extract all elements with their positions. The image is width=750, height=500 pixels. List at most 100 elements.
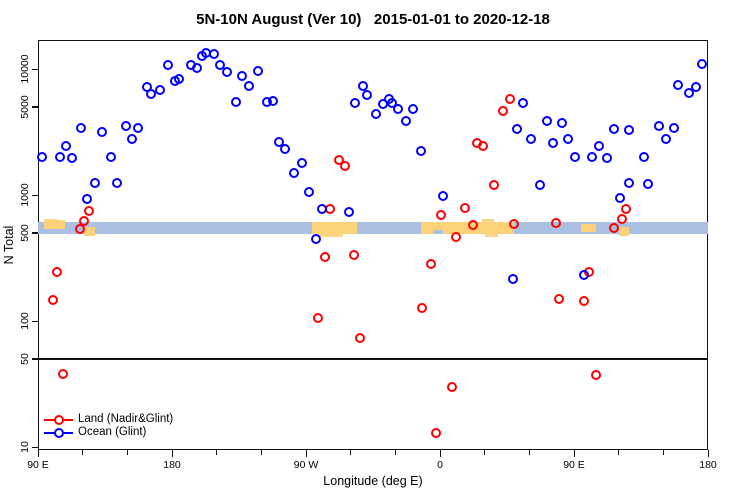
data-point-ocean bbox=[624, 177, 635, 188]
plot-area bbox=[38, 40, 708, 450]
data-point-ocean bbox=[192, 62, 203, 73]
data-point-ocean bbox=[236, 70, 247, 81]
data-point-land bbox=[354, 333, 365, 344]
data-point-land bbox=[47, 294, 58, 305]
data-point-land bbox=[616, 213, 627, 224]
ocean-reference-band bbox=[38, 222, 708, 235]
data-point-ocean bbox=[362, 89, 373, 100]
data-point-land bbox=[333, 154, 344, 165]
data-point-land bbox=[348, 250, 359, 260]
x-major-tick bbox=[37, 450, 39, 457]
data-point-ocean bbox=[268, 96, 279, 107]
x-tick-label: 180 bbox=[699, 459, 717, 471]
legend-label: Ocean (Glint) bbox=[78, 426, 147, 438]
y-tick-label: 10 bbox=[19, 441, 31, 453]
data-point-land bbox=[74, 224, 85, 235]
x-minor-tick bbox=[216, 450, 218, 455]
land-band-fringe bbox=[481, 219, 494, 223]
data-point-ocean bbox=[155, 85, 166, 96]
data-point-land bbox=[417, 302, 428, 313]
data-point-ocean bbox=[507, 273, 518, 284]
data-point-ocean bbox=[415, 146, 426, 157]
y-tick-label: 5000 bbox=[19, 95, 31, 119]
data-point-land bbox=[554, 293, 565, 304]
data-point-ocean bbox=[289, 167, 300, 178]
x-tick-label: 90 E bbox=[27, 459, 49, 471]
data-point-ocean bbox=[126, 134, 137, 145]
data-point-land bbox=[446, 381, 457, 392]
data-point-ocean bbox=[174, 73, 185, 84]
data-point-ocean bbox=[120, 120, 131, 131]
x-major-tick bbox=[439, 450, 441, 457]
land-band-segment bbox=[581, 224, 597, 233]
land-band-segment bbox=[618, 227, 630, 237]
data-point-land bbox=[497, 105, 508, 116]
data-point-land bbox=[467, 219, 478, 230]
data-point-ocean bbox=[253, 66, 264, 76]
x-major-tick bbox=[305, 450, 307, 457]
data-point-ocean bbox=[37, 152, 48, 163]
x-minor-tick bbox=[394, 450, 397, 455]
data-point-land bbox=[320, 252, 331, 262]
data-point-ocean bbox=[303, 186, 314, 197]
data-point-ocean bbox=[518, 97, 529, 108]
data-point-ocean bbox=[387, 97, 398, 108]
data-point-land bbox=[436, 209, 447, 220]
data-point-land bbox=[83, 205, 94, 216]
data-point-ocean bbox=[661, 134, 672, 145]
x-minor-tick bbox=[662, 450, 665, 455]
y-tick bbox=[32, 446, 38, 448]
y-tick-label: 10000 bbox=[19, 54, 31, 84]
data-point-ocean bbox=[393, 103, 404, 114]
x-tick-label: 180 bbox=[163, 459, 181, 471]
y-tick-label: 100 bbox=[19, 312, 31, 330]
x-major-tick bbox=[707, 450, 709, 457]
data-point-land bbox=[52, 266, 63, 277]
land-band-segment bbox=[311, 222, 357, 235]
y-tick-label: 500 bbox=[19, 224, 31, 242]
data-point-ocean bbox=[534, 179, 545, 190]
data-point-ocean bbox=[643, 178, 654, 189]
data-point-ocean bbox=[570, 152, 581, 163]
data-point-ocean bbox=[132, 123, 143, 134]
x-tick-label: 0 bbox=[437, 459, 443, 471]
data-point-land bbox=[451, 231, 462, 242]
data-point-ocean bbox=[208, 48, 219, 59]
data-point-ocean bbox=[668, 123, 679, 134]
data-point-ocean bbox=[97, 127, 108, 138]
land-band-fringe bbox=[317, 234, 344, 238]
data-point-land bbox=[591, 370, 602, 381]
data-point-ocean bbox=[624, 124, 635, 135]
x-minor-tick bbox=[528, 450, 531, 455]
data-point-ocean bbox=[231, 97, 242, 107]
data-point-ocean bbox=[350, 97, 361, 108]
data-point-land bbox=[478, 140, 489, 151]
data-point-ocean bbox=[542, 115, 553, 126]
water-notch bbox=[432, 230, 443, 235]
x-minor-tick bbox=[260, 450, 263, 455]
data-point-ocean bbox=[146, 89, 157, 100]
data-point-ocean bbox=[55, 152, 66, 163]
data-point-land bbox=[79, 216, 90, 227]
data-point-land bbox=[426, 258, 437, 269]
data-point-ocean bbox=[594, 140, 605, 151]
y-tick bbox=[32, 320, 38, 322]
data-point-ocean bbox=[244, 80, 255, 91]
y-tick bbox=[32, 194, 38, 196]
data-point-ocean bbox=[311, 233, 322, 244]
y-axis-title: N Total bbox=[2, 225, 16, 265]
data-point-ocean bbox=[579, 270, 590, 281]
data-point-land bbox=[621, 204, 632, 215]
land-band-fringe bbox=[45, 219, 58, 223]
data-point-ocean bbox=[615, 192, 626, 203]
x-major-tick bbox=[573, 450, 575, 457]
data-point-ocean bbox=[89, 177, 100, 188]
data-point-land bbox=[312, 313, 323, 324]
y-tick-label: 1000 bbox=[19, 183, 31, 207]
x-minor-tick bbox=[484, 450, 486, 455]
data-point-ocean bbox=[586, 152, 597, 163]
legend-circle-icon bbox=[53, 414, 64, 425]
data-point-land bbox=[551, 217, 562, 228]
y-tick bbox=[32, 68, 38, 70]
